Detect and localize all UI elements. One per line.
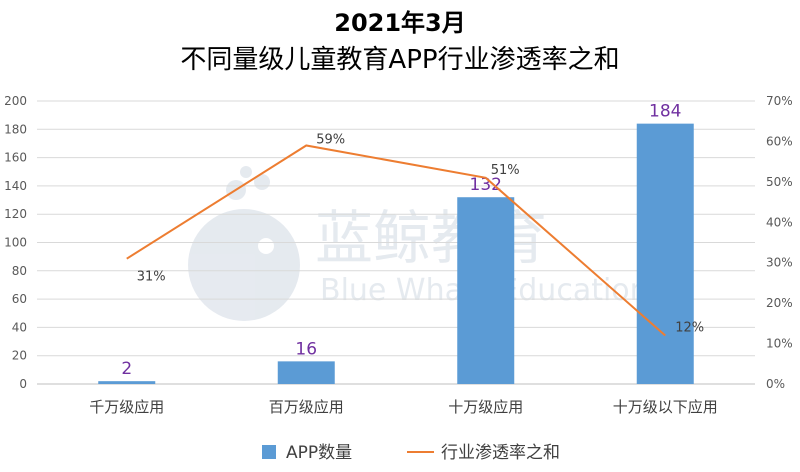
left-tick-label: 100 xyxy=(4,236,27,250)
right-axis-ticks: 0% 10% 20% 30% 40% 50% 60% 70% xyxy=(766,94,793,391)
chart-title: 2021年3月 xyxy=(334,9,466,37)
right-tick-label: 30% xyxy=(766,256,793,270)
category-label: 十万级以下应用 xyxy=(613,398,718,416)
left-tick-label: 160 xyxy=(4,151,27,165)
bar xyxy=(636,123,694,384)
gridlines xyxy=(37,100,755,385)
right-tick-label: 20% xyxy=(766,296,793,310)
category-label: 千万级应用 xyxy=(89,398,164,416)
left-tick-label: 120 xyxy=(4,207,27,221)
line-data-label: 51% xyxy=(491,163,520,178)
bar-data-label: 16 xyxy=(295,339,317,359)
left-tick-label: 80 xyxy=(12,264,27,278)
line-series: 31% 59% 51% 12% xyxy=(126,132,704,337)
watermark-whale-icon xyxy=(188,209,300,321)
bar xyxy=(457,197,515,384)
right-tick-label: 70% xyxy=(766,94,793,108)
legend-bar-label: APP数量 xyxy=(286,443,352,463)
bar-data-label: 2 xyxy=(121,359,132,379)
left-tick-label: 0 xyxy=(19,377,27,391)
line-data-label: 59% xyxy=(316,132,345,147)
right-tick-label: 40% xyxy=(766,215,793,229)
bar xyxy=(277,361,335,384)
line-path xyxy=(126,144,666,337)
bar-data-label: 184 xyxy=(649,102,681,122)
chart-subtitle: 不同量级儿童教育APP行业渗透率之和 xyxy=(180,45,619,75)
bar-series: 2 16 132 184 xyxy=(98,102,694,384)
right-tick-label: 50% xyxy=(766,175,793,189)
left-tick-label: 60 xyxy=(12,292,27,306)
left-tick-label: 140 xyxy=(4,179,27,193)
watermark: 蓝鲸教育 Blue Whale Education xyxy=(188,166,649,321)
legend: APP数量 行业渗透率之和 xyxy=(262,443,560,463)
right-tick-label: 10% xyxy=(766,337,793,351)
right-tick-label: 0% xyxy=(766,377,785,391)
line-data-label: 12% xyxy=(675,320,704,335)
legend-bar-swatch xyxy=(262,445,276,459)
category-label: 百万级应用 xyxy=(269,398,344,416)
left-tick-label: 40 xyxy=(12,320,27,334)
bar xyxy=(98,381,156,384)
left-tick-label: 20 xyxy=(12,349,27,363)
bar-data-label: 132 xyxy=(470,175,502,195)
left-axis-ticks: 0 20 40 60 80 100 120 140 160 180 200 xyxy=(4,94,27,391)
left-tick-label: 200 xyxy=(4,94,27,108)
line-data-label: 31% xyxy=(137,270,166,285)
category-labels: 千万级应用 百万级应用 十万级应用 十万级以下应用 xyxy=(89,398,718,416)
left-tick-label: 180 xyxy=(4,122,27,136)
category-label: 十万级应用 xyxy=(448,398,523,416)
right-tick-label: 60% xyxy=(766,134,793,148)
legend-line-label: 行业渗透率之和 xyxy=(441,443,560,463)
